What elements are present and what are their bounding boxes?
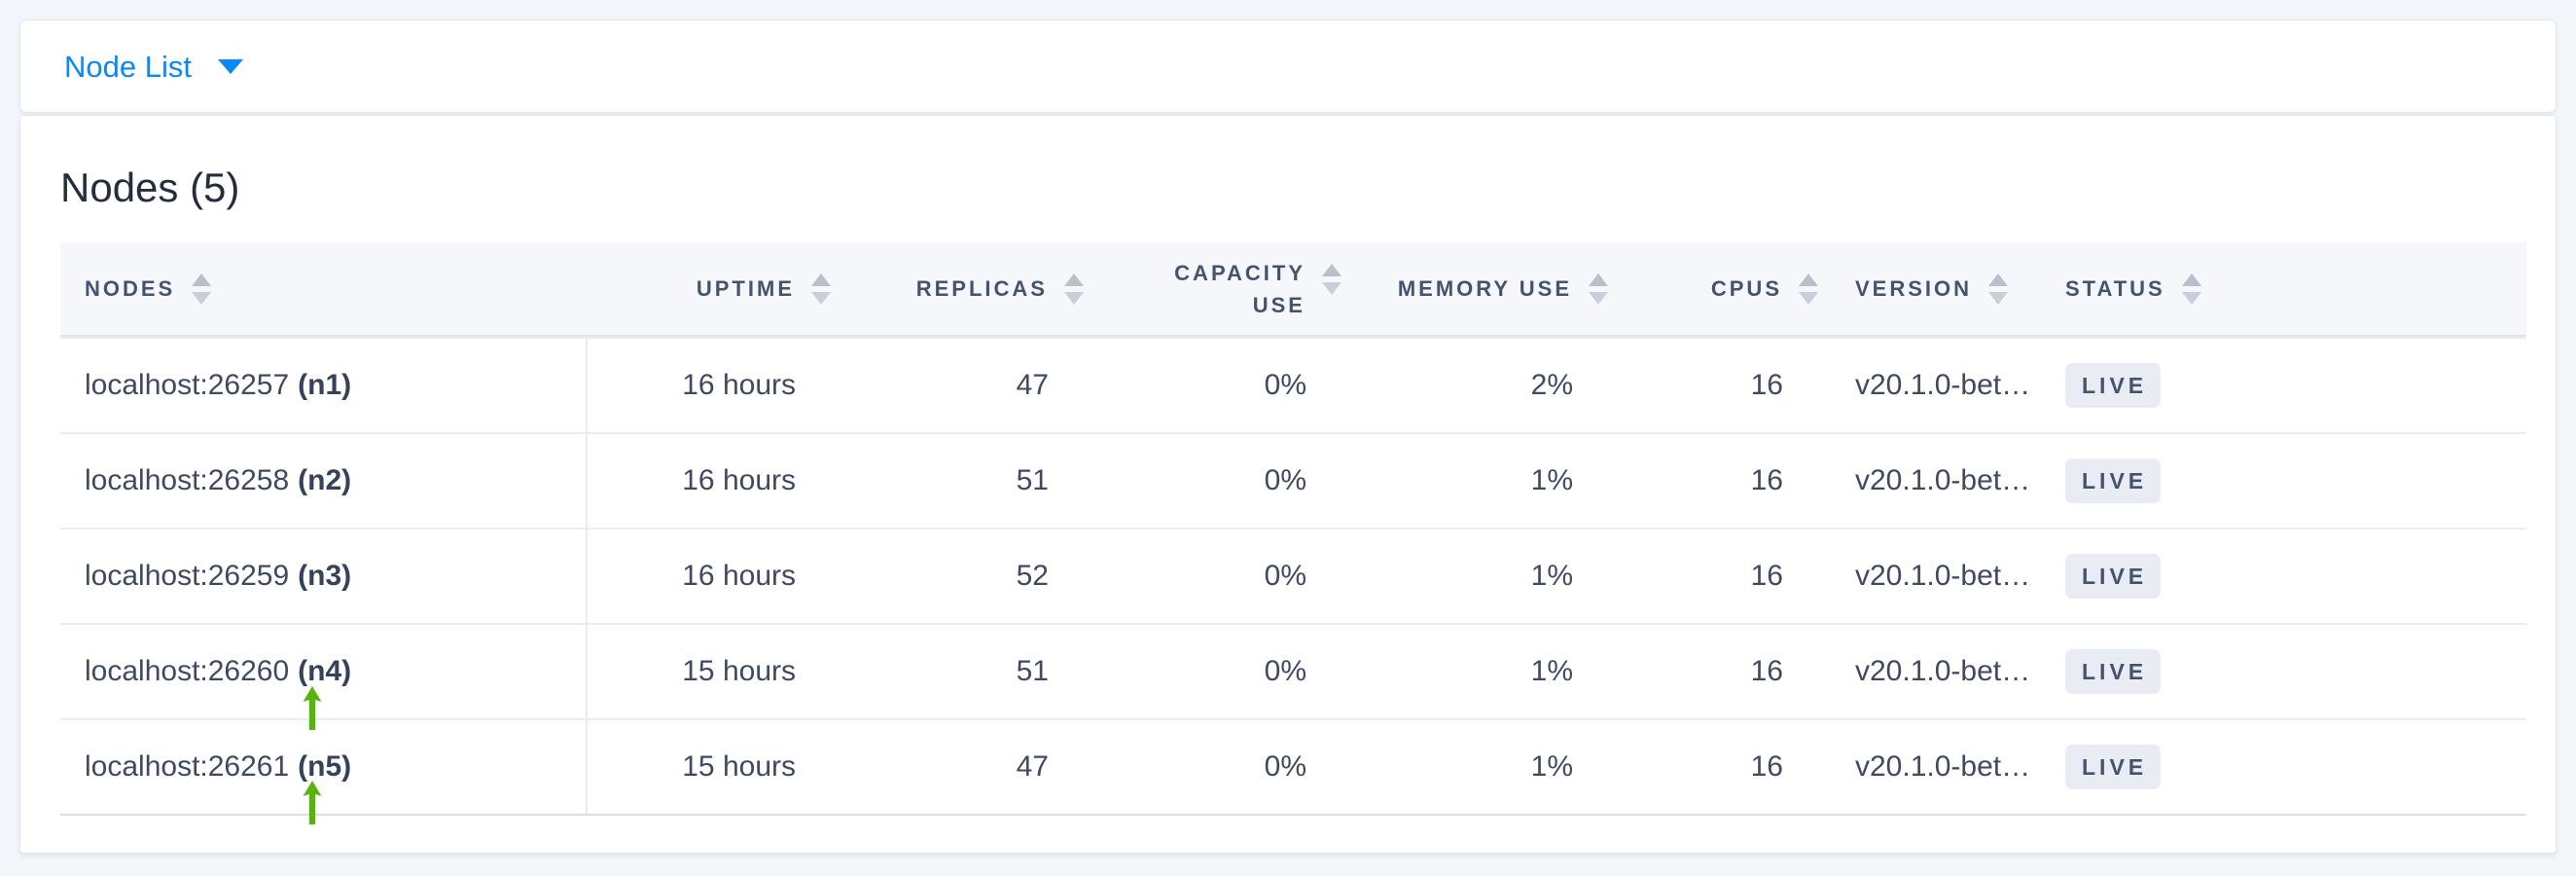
node-address-cell: localhost:26257 (n1) [60,337,588,432]
column-header-memory-use[interactable]: MEMORY USE [1343,242,1610,337]
memory-use-cell: 1% [1343,623,1610,718]
status-badge: LIVE [2065,458,2162,503]
version-cell: v20.1.0-bet… [1820,337,2043,432]
caret-down-icon [217,58,243,74]
node-address: localhost:26259 [85,560,290,592]
node-address-cell: localhost:26261 (n5) [60,718,588,814]
memory-use-cell: 1% [1343,432,1610,528]
cpus-cell: 16 [1610,623,1820,718]
column-header-nodes[interactable]: NODES [60,242,588,337]
node-address-cell: localhost:26258 (n2) [60,432,588,528]
node-table: NODES UPTIME REPLICAS CAPACITY USE [60,242,2526,816]
version-cell: v20.1.0-bet… [1820,432,2043,528]
replicas-cell: 52 [833,528,1086,623]
node-id: (n1) [298,369,352,401]
uptime-cell: 15 hours [588,718,833,814]
node-id: (n5) [298,750,352,783]
status-badge: LIVE [2065,745,2162,789]
memory-use-cell: 2% [1343,337,1610,432]
sort-icon[interactable] [1988,273,2009,305]
page-title: Nodes (5) [60,164,240,210]
column-header-cpus[interactable]: CPUS [1610,242,1820,337]
nodes-panel: Nodes (5) NODES UPTIME REPLICAS [19,115,2557,854]
node-list-dropdown[interactable]: Node List [19,19,2557,113]
column-header-version[interactable]: VERSION [1820,242,2043,337]
node-address: localhost:26260 [85,655,290,687]
uptime-cell: 16 hours [588,528,833,623]
node-address-cell: localhost:26260 (n4) [60,623,588,718]
status-cell: LIVE [2043,432,2526,528]
capacity-use-cell: 0% [1086,337,1343,432]
replicas-cell: 51 [833,623,1086,718]
sort-icon[interactable] [1799,273,1818,305]
capacity-use-cell: 0% [1086,718,1343,814]
arrow-up-icon [303,781,322,824]
status-badge: LIVE [2065,649,2162,694]
node-address: localhost:26261 [85,750,290,783]
cpus-cell: 16 [1610,718,1820,814]
version-cell: v20.1.0-bet… [1820,623,2043,718]
status-badge: LIVE [2065,363,2162,408]
sort-icon[interactable] [1589,273,1608,305]
sort-icon[interactable] [2181,273,2201,305]
arrow-up-icon [303,686,322,730]
status-cell: LIVE [2043,718,2526,814]
cpus-cell: 16 [1610,432,1820,528]
sort-icon[interactable] [811,273,831,305]
replicas-cell: 47 [833,718,1086,814]
node-id: (n4) [298,655,352,687]
replicas-cell: 51 [833,432,1086,528]
status-cell: LIVE [2043,337,2526,432]
replicas-cell: 47 [833,337,1086,432]
node-address-cell: localhost:26259 (n3) [60,528,588,623]
column-header-capacity-use[interactable]: CAPACITY USE [1086,242,1343,337]
node-address: localhost:26257 [85,369,290,401]
column-header-status[interactable]: STATUS [2043,242,2526,337]
status-cell: LIVE [2043,623,2526,718]
sort-icon[interactable] [192,273,212,305]
node-address: localhost:26258 [85,464,290,496]
uptime-cell: 16 hours [588,337,833,432]
memory-use-cell: 1% [1343,718,1610,814]
cpus-cell: 16 [1610,528,1820,623]
column-header-replicas[interactable]: REPLICAS [833,242,1086,337]
node-list-dropdown-label: Node List [64,49,192,84]
memory-use-cell: 1% [1343,528,1610,623]
sort-icon[interactable] [1064,273,1084,305]
version-cell: v20.1.0-bet… [1820,528,2043,623]
capacity-use-cell: 0% [1086,623,1343,718]
capacity-use-cell: 0% [1086,528,1343,623]
status-cell: LIVE [2043,528,2526,623]
version-cell: v20.1.0-bet… [1820,718,2043,814]
uptime-cell: 16 hours [588,432,833,528]
node-id: (n3) [298,560,352,592]
capacity-use-cell: 0% [1086,432,1343,528]
column-header-uptime[interactable]: UPTIME [588,242,833,337]
cpus-cell: 16 [1610,337,1820,432]
node-id: (n2) [298,464,352,496]
sort-icon[interactable] [1322,264,1342,295]
status-badge: LIVE [2065,554,2162,599]
uptime-cell: 15 hours [588,623,833,718]
